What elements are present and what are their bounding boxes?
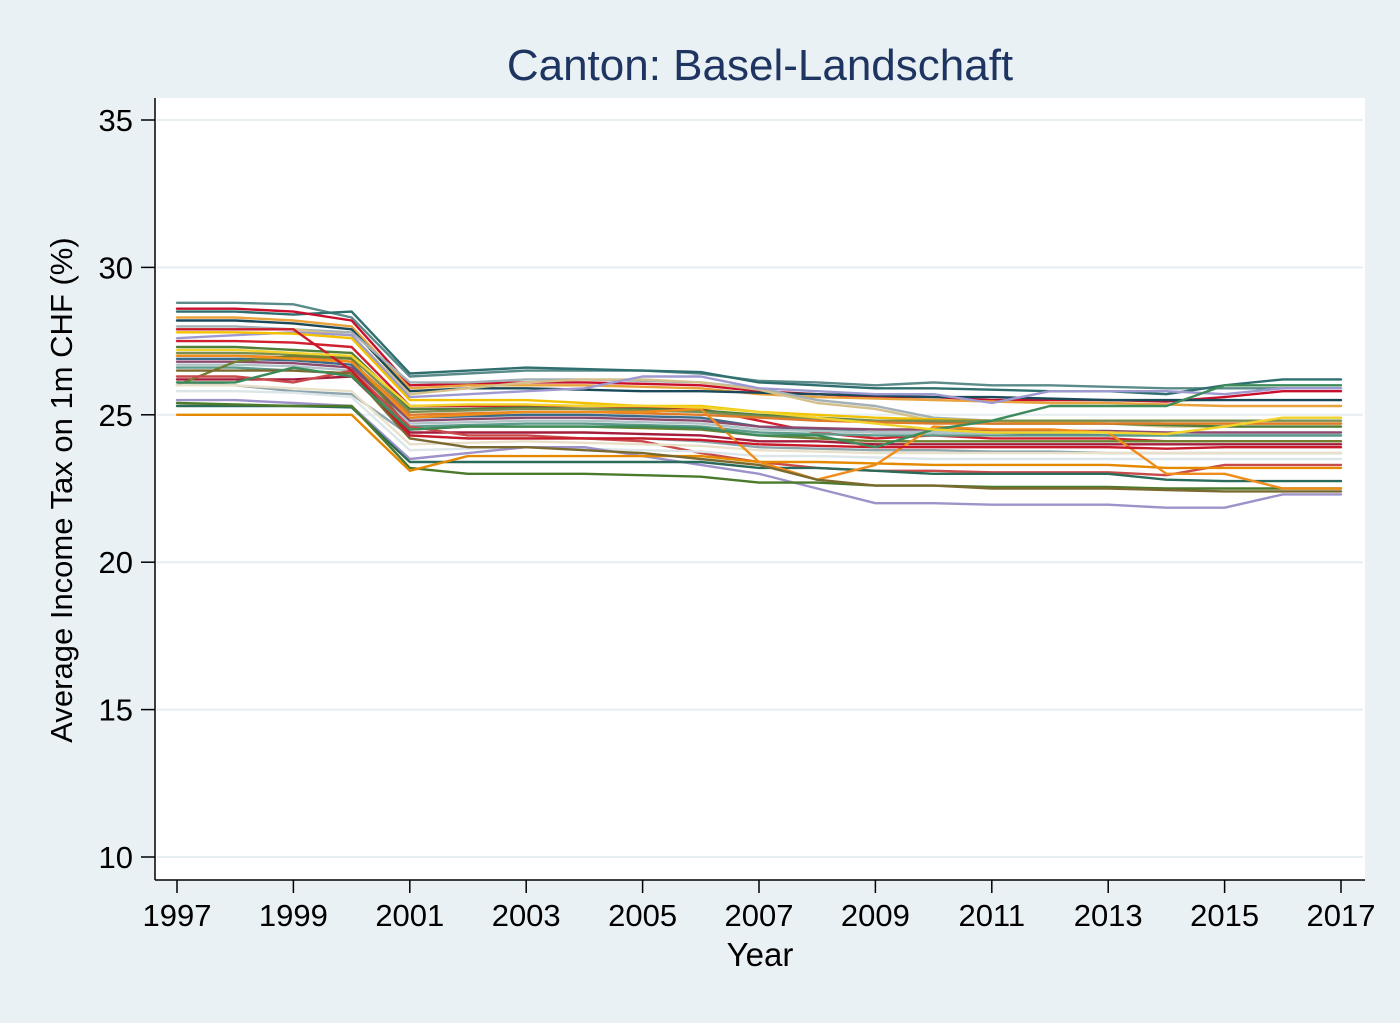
y-axis-title: Average Income Tax on 1m CHF (%) [44, 237, 79, 742]
x-tick-label: 2009 [841, 898, 910, 933]
series-line-4 [175, 316, 1343, 408]
y-tick-label: 10 [99, 840, 133, 875]
y-tick-label: 35 [99, 103, 133, 138]
series-line-15 [175, 360, 1343, 434]
series-line-28 [175, 354, 1343, 490]
series-line-32 [175, 348, 1343, 436]
y-tick-label: 15 [99, 693, 133, 728]
gridlines [157, 119, 1363, 858]
series-line-2 [175, 310, 1343, 396]
x-tick-label: 1999 [259, 898, 328, 933]
x-tick-label: 2015 [1190, 898, 1259, 933]
series-line-1 [175, 301, 1343, 390]
y-tick-label: 30 [99, 250, 133, 285]
x-tick-label: 2001 [375, 898, 444, 933]
series-line-26 [175, 401, 1343, 490]
series-line-30 [175, 328, 1343, 450]
x-tick-label: 1997 [143, 898, 212, 933]
x-tick-label: 2013 [1074, 898, 1143, 933]
series-line-8 [175, 331, 1343, 405]
x-tick-label: 2007 [725, 898, 794, 933]
y-tick-label: 25 [99, 398, 133, 433]
x-tick-label: 2011 [958, 898, 1025, 933]
y-tick-label: 20 [99, 545, 133, 580]
ticks: 10 15 20 25 30 35 1997 1999 2001 2003 2005 2007 2009… [99, 103, 1376, 933]
series-lines [175, 301, 1343, 509]
chart-title: Canton: Basel-Landschaft [507, 41, 1013, 90]
series-line-12 [175, 351, 1343, 422]
series-line-24 [175, 398, 1343, 509]
x-axis-title: Year [727, 936, 794, 973]
x-tick-label: 2005 [608, 898, 677, 933]
x-tick-label: 2017 [1307, 898, 1376, 933]
axes [154, 98, 1365, 881]
x-tick-label: 2003 [492, 898, 561, 933]
series-line-22 [175, 384, 1343, 455]
series-line-31 [175, 366, 1343, 449]
